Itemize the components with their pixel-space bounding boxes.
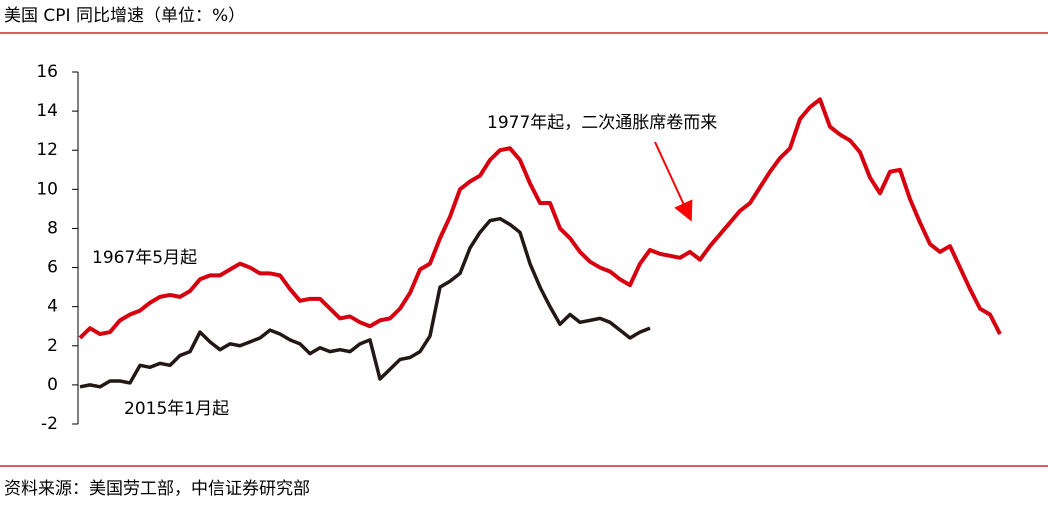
y-tick-label: 10 — [36, 179, 58, 199]
y-tick-label: 0 — [47, 375, 58, 395]
y-tick-label: 2 — [47, 336, 58, 356]
y-tick-label: 12 — [36, 140, 58, 160]
y-tick-label: 8 — [47, 218, 58, 238]
y-tick-label: -2 — [41, 414, 58, 434]
source-note: 资料来源：美国劳工部，中信证券研究部 — [4, 479, 310, 499]
arrow — [654, 141, 693, 222]
y-tick-label: 14 — [36, 101, 58, 121]
y-tick-label: 4 — [47, 297, 58, 317]
y-tick-label: 6 — [47, 258, 58, 278]
chart-title: 美国 CPI 同比增速（单位：%） — [4, 6, 245, 26]
series-line — [78, 97, 1002, 340]
y-tick-label: 16 — [36, 62, 58, 82]
annotation: 1967年5月起 — [92, 248, 197, 268]
annotation: 1977年起，二次通胀席卷而来 — [487, 113, 717, 133]
series-line — [79, 216, 651, 389]
annotation: 2015年1月起 — [124, 399, 229, 419]
